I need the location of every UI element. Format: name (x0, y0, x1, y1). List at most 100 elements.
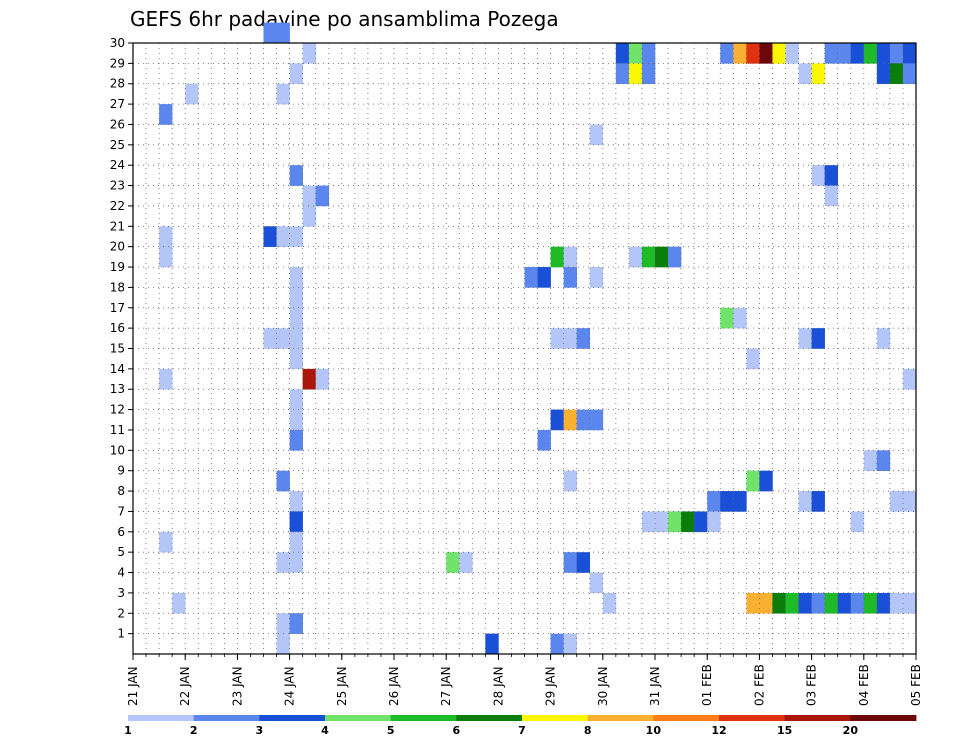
precip-cell (733, 43, 747, 64)
x-tick-label: 23 JAN (230, 666, 244, 706)
precip-cell (720, 43, 734, 64)
precip-cell (289, 267, 303, 288)
precip-cell (641, 511, 656, 533)
precip-cell (785, 43, 799, 64)
precip-cell (733, 307, 747, 329)
colorbar-segment (850, 715, 917, 721)
x-tick-label: 24 JAN (283, 666, 297, 706)
precip-cell (876, 63, 891, 85)
precip-cell (824, 43, 838, 64)
precip-cell (798, 592, 812, 614)
x-tick-label: 04 FEB (857, 664, 871, 706)
precip-cell (589, 572, 604, 594)
colorbar-label: 10 (646, 724, 662, 737)
x-tick-label: 31 JAN (648, 666, 662, 706)
precip-cell (876, 592, 891, 614)
colorbar-segment (522, 715, 589, 721)
precip-cell (289, 613, 303, 634)
precip-cell (185, 83, 199, 105)
y-tick-label: 28 (110, 77, 125, 91)
precip-cell (159, 226, 173, 247)
precip-cell (681, 511, 695, 533)
y-tick-label: 1 (117, 627, 125, 641)
x-tick-label: 03 FEB (805, 664, 819, 706)
precip-cell (746, 348, 760, 370)
precip-cell (459, 552, 473, 573)
colorbar-label: 7 (518, 724, 526, 737)
x-tick-label: 28 JAN (491, 666, 505, 706)
precip-cell (276, 470, 290, 492)
colorbar-segment (325, 715, 392, 721)
precip-cell (902, 63, 917, 85)
colorbar-label: 20 (843, 724, 859, 737)
y-tick-label: 14 (110, 362, 125, 376)
precip-cell (772, 592, 786, 614)
precip-cell (759, 43, 773, 64)
precip-cell (563, 552, 577, 573)
precip-cell (889, 63, 904, 85)
colorbar-segment (456, 715, 523, 721)
y-tick-label: 3 (117, 586, 125, 600)
precip-cell (876, 328, 891, 349)
y-tick-label: 19 (110, 260, 125, 274)
precip-cell (759, 470, 773, 492)
precip-cell (668, 246, 682, 268)
y-tick-label: 12 (110, 403, 125, 417)
precip-cell (733, 491, 747, 512)
precip-cell (615, 63, 630, 85)
colorbar-label: 8 (584, 724, 592, 737)
precip-cell (850, 511, 865, 533)
precip-cell (668, 511, 682, 533)
y-tick-label: 20 (110, 240, 125, 254)
y-tick-label: 30 (110, 36, 125, 50)
precip-cell (289, 165, 303, 186)
precip-cell (537, 267, 551, 288)
precip-cell (837, 43, 852, 64)
precip-cell (276, 83, 290, 105)
precip-cell (315, 185, 330, 207)
colorbar-segment (653, 715, 720, 721)
precip-cell (485, 633, 499, 655)
precip-cell (641, 43, 656, 64)
precip-cell (276, 226, 290, 247)
colorbar-label: 5 (387, 724, 395, 737)
precip-cell (902, 592, 917, 614)
precip-cell (615, 43, 630, 64)
precip-cells (159, 22, 917, 655)
precip-cell (276, 613, 290, 634)
x-axis: 21 JAN 22 JAN 23 JAN 24 JAN 25 JAN 26 JAN 27 J… (126, 654, 923, 706)
precip-cell (315, 368, 330, 390)
y-tick-label: 18 (110, 280, 125, 294)
precip-cell (811, 328, 825, 349)
x-tick-label: 22 JAN (178, 666, 192, 706)
precip-cell (276, 552, 290, 573)
y-tick-label: 29 (110, 56, 125, 70)
x-tick-label: 30 JAN (596, 666, 610, 706)
precip-cell (850, 592, 865, 614)
precip-cell (707, 491, 721, 512)
y-axis: 1234567891011121314151617181920212223242… (110, 36, 133, 641)
precip-cell (289, 511, 303, 533)
precip-cell (902, 491, 917, 512)
x-tick-label: 05 FEB (909, 664, 923, 706)
precip-cell (850, 43, 865, 64)
precip-cell (159, 531, 173, 553)
precip-cell (798, 63, 812, 85)
precip-cell (563, 633, 577, 655)
precip-cell (889, 491, 904, 512)
precip-cell (159, 368, 173, 390)
precip-cell (302, 185, 316, 207)
x-tick-label: 29 JAN (544, 666, 558, 706)
precip-cell (276, 22, 290, 44)
precip-cell (889, 592, 904, 614)
precip-cell (263, 22, 277, 44)
y-tick-label: 25 (110, 138, 125, 152)
precip-cell (902, 43, 917, 64)
y-tick-label: 27 (110, 97, 125, 111)
precip-cell (550, 633, 564, 655)
x-tick-label: 01 FEB (700, 664, 714, 706)
y-tick-label: 5 (117, 545, 125, 559)
precip-cell (289, 307, 303, 329)
precip-cell (889, 43, 904, 64)
y-tick-label: 22 (110, 199, 125, 213)
